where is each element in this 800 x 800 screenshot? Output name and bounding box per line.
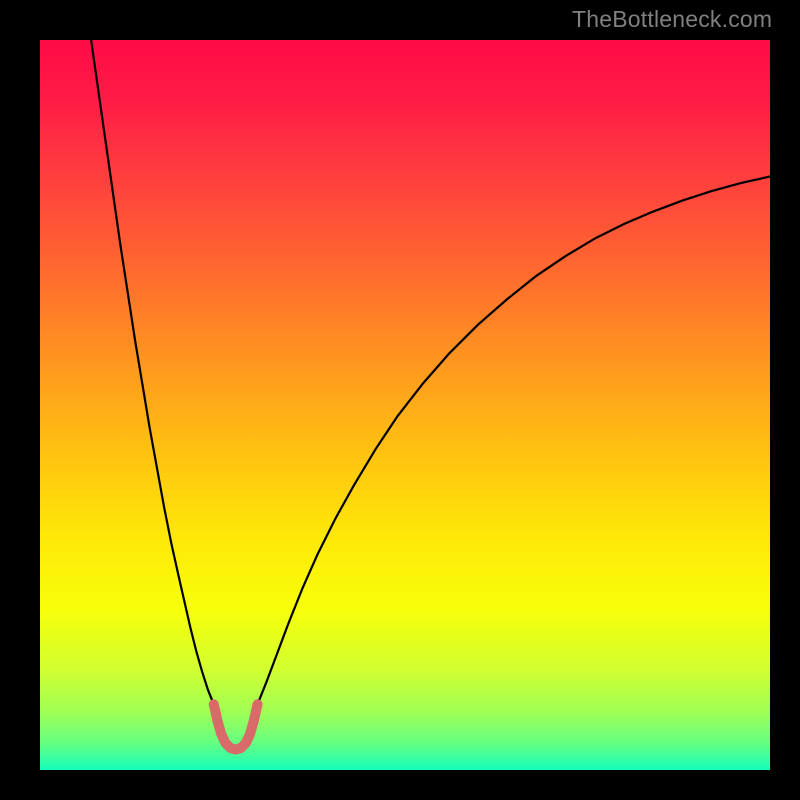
plot-area (40, 40, 770, 770)
chart-svg (40, 40, 770, 770)
watermark-text: TheBottleneck.com (572, 6, 772, 33)
